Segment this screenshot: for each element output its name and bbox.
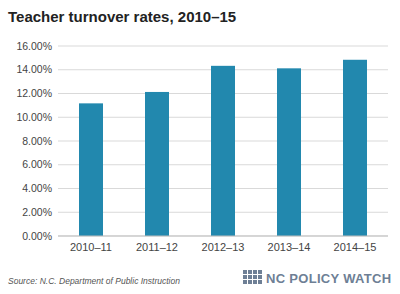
bar xyxy=(79,103,103,236)
bar xyxy=(343,60,367,236)
y-tick-label: 10.00% xyxy=(16,111,52,123)
logo-square xyxy=(258,270,262,274)
logo-square xyxy=(248,270,252,274)
bar xyxy=(277,68,301,236)
bars xyxy=(79,60,367,236)
chart-container: Teacher turnover rates, 2010–15 0.00% 2.00… xyxy=(0,0,400,294)
logo-square xyxy=(258,275,262,279)
grid-line xyxy=(58,46,388,47)
chart-svg: Teacher turnover rates, 2010–15 0.00% 2.00… xyxy=(0,0,400,294)
logo-square xyxy=(243,270,247,274)
grid-line xyxy=(58,236,388,237)
logo-square xyxy=(253,270,257,274)
y-tick-label: 6.00% xyxy=(22,158,52,170)
source: Source: N.C. Department of Public Instru… xyxy=(8,276,180,286)
logo-square xyxy=(243,280,247,284)
x-tick-label: 2014–15 xyxy=(334,241,377,253)
y-tick-label: 16.00% xyxy=(16,40,52,52)
logo-square xyxy=(253,280,257,284)
y-tick-label: 8.00% xyxy=(22,135,52,147)
logo-text: NC POLICY WATCH xyxy=(266,271,391,286)
x-tick-label: 2010–11 xyxy=(70,241,112,253)
y-tick-label: 14.00% xyxy=(16,63,52,75)
x-axis-line xyxy=(58,236,388,237)
x-tick-label: 2011–12 xyxy=(136,241,178,253)
y-tick-label: 12.00% xyxy=(16,87,52,99)
y-tick-label: 0.00% xyxy=(22,230,52,242)
x-tick-label: 2012–13 xyxy=(202,241,245,253)
x-tick-label: 2013–14 xyxy=(268,241,311,253)
logo-square xyxy=(248,275,252,279)
logo-square xyxy=(253,275,257,279)
logo-square xyxy=(243,275,247,279)
title: Teacher turnover rates, 2010–15 xyxy=(8,8,236,25)
bar xyxy=(211,66,235,236)
y-tick-label: 4.00% xyxy=(22,182,52,194)
bar xyxy=(145,92,169,236)
logo-icon xyxy=(243,270,262,284)
logo-square xyxy=(248,280,252,284)
y-tick-label: 2.00% xyxy=(22,206,52,218)
logo-square xyxy=(258,280,262,284)
